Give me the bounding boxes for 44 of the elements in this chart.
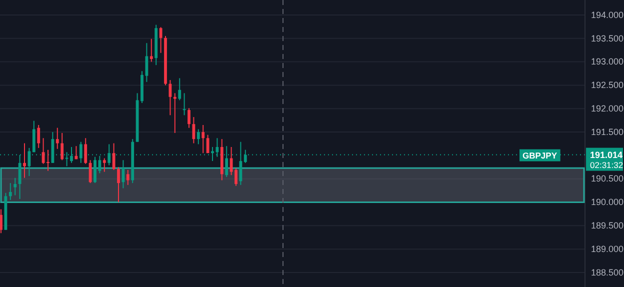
y-tick-label: 190.500 xyxy=(591,174,624,184)
y-tick-label: 188.500 xyxy=(591,267,624,278)
candlestick xyxy=(196,128,200,145)
candlestick xyxy=(173,92,176,134)
candlestick xyxy=(188,108,190,128)
candlestick xyxy=(84,138,88,164)
candlestick xyxy=(8,182,12,200)
candlestick xyxy=(168,80,172,116)
ref-line-label: GBPJPY xyxy=(522,150,558,160)
candlestick xyxy=(178,78,182,101)
text: 02:31:32 xyxy=(590,160,624,170)
candlestick xyxy=(239,141,242,186)
candlestick xyxy=(51,132,54,164)
candlestick xyxy=(122,160,125,189)
candlestick xyxy=(60,132,64,161)
candlestick xyxy=(182,92,186,116)
candlestick xyxy=(56,127,59,150)
y-tick-label: 193.500 xyxy=(591,33,624,44)
candlestick xyxy=(37,124,40,148)
candlestick xyxy=(14,177,17,196)
y-tick-label: 189.000 xyxy=(591,244,624,254)
text: 191.014 xyxy=(590,150,623,160)
y-tick-label: 192.500 xyxy=(591,80,624,90)
candlestick xyxy=(74,146,78,160)
y-tick-label: 190.000 xyxy=(591,197,624,208)
candlestick xyxy=(23,142,26,178)
y-tick-label: 192.000 xyxy=(591,104,624,114)
candlestick xyxy=(0,208,2,234)
y-tick-label: 191.500 xyxy=(591,126,624,137)
candlestick xyxy=(102,158,106,172)
y-tick-label: 193.000 xyxy=(591,56,624,67)
candlestick xyxy=(202,124,205,154)
candlestick xyxy=(112,142,116,170)
candlestick xyxy=(126,169,130,186)
candlestick xyxy=(79,141,82,164)
y-tick-label: 194.000 xyxy=(591,10,624,20)
candlestick xyxy=(192,116,196,144)
y-tick-label: 189.500 xyxy=(591,220,624,231)
candlestick xyxy=(150,38,153,62)
candlestick xyxy=(159,26,162,54)
candlestick xyxy=(32,120,36,153)
candlestick xyxy=(206,134,210,154)
candlestick xyxy=(88,160,92,184)
candlestick xyxy=(117,166,120,203)
